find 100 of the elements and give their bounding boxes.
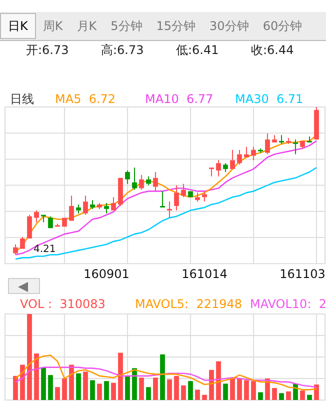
candlestick [216, 160, 221, 177]
bar [13, 376, 18, 400]
bar [223, 384, 228, 400]
bar [251, 381, 256, 400]
bar [160, 354, 165, 400]
candlestick [314, 106, 319, 140]
candlestick [104, 202, 109, 214]
bar [41, 367, 46, 400]
candlestick [181, 183, 186, 198]
bar [202, 394, 207, 400]
text: 60分钟 [262, 18, 304, 35]
bar [139, 378, 144, 400]
bar [34, 354, 39, 400]
candlestick [132, 167, 137, 190]
candlestick [202, 192, 207, 202]
bar [55, 387, 60, 400]
candlestick [41, 214, 46, 223]
candlestick [167, 201, 172, 218]
bar [174, 376, 179, 400]
candlestick [139, 174, 144, 190]
candlestick [55, 223, 60, 227]
candlestick [97, 202, 102, 210]
text: 15分钟 [155, 18, 197, 35]
bar [181, 385, 186, 400]
bar [265, 378, 270, 400]
text: MA10 6.77 [145, 92, 214, 106]
bar [69, 364, 74, 400]
text: MAVOL5: 221948 [135, 297, 242, 312]
candlestick [251, 146, 256, 161]
candlestick [279, 134, 284, 144]
text: MA30 6.71 [235, 92, 304, 106]
bar [167, 379, 172, 400]
bar [195, 390, 200, 400]
bar [125, 376, 130, 400]
text: MAVOL10: 2 [250, 297, 326, 312]
text: 低:6.41 [175, 42, 220, 59]
bar [146, 387, 151, 400]
candlestick [258, 148, 263, 154]
bar [48, 375, 53, 400]
bar [314, 384, 319, 400]
bar [300, 390, 305, 400]
bar [286, 391, 291, 400]
candlestick [83, 195, 88, 216]
candlestick [300, 140, 305, 149]
bar [90, 380, 95, 400]
bar [76, 373, 81, 400]
candlestick [90, 200, 95, 210]
bar [258, 392, 263, 400]
candlestick [111, 196, 116, 210]
bar [132, 368, 137, 400]
x-tick-label: 161014 [182, 266, 228, 281]
candlestick [118, 178, 123, 206]
candlestick [153, 172, 158, 192]
candlestick [160, 190, 165, 208]
bar [272, 388, 277, 400]
bar [244, 380, 249, 400]
candlestick [286, 138, 291, 144]
candlestick [293, 139, 298, 155]
text: 高:6.73 [100, 42, 145, 59]
bar [62, 378, 67, 400]
series-label: VOL : 310083 [20, 297, 106, 312]
candlestick [125, 170, 130, 184]
text: 5分钟 [110, 18, 144, 35]
bar [209, 370, 214, 400]
bar [111, 382, 116, 400]
legend-title: 日线 [10, 92, 34, 106]
candlestick [69, 195, 74, 221]
bar [153, 378, 158, 400]
candlestick [76, 204, 81, 214]
text: MA5 6.72 [55, 92, 116, 106]
candlestick [307, 136, 312, 142]
candlestick [237, 149, 242, 166]
candlestick [27, 214, 32, 238]
bar [216, 361, 221, 400]
bar [188, 381, 193, 400]
x-tick-label: 161103 [280, 266, 326, 281]
bar [230, 378, 235, 400]
bar [27, 314, 32, 400]
bar [237, 378, 242, 400]
annotation: 4.21 [34, 244, 56, 255]
text: 周K [42, 18, 64, 35]
candlestick [146, 176, 151, 186]
x-tick-label: 160901 [84, 266, 130, 281]
bar [307, 394, 312, 400]
candlestick [48, 216, 53, 228]
candlestick [209, 168, 214, 177]
candlestick [174, 184, 179, 211]
bar [83, 372, 88, 400]
candlestick [34, 210, 39, 223]
text: 收:6.44 [250, 42, 295, 59]
candlestick [272, 134, 277, 142]
bar [279, 393, 284, 400]
candlestick [230, 149, 235, 170]
text: 月K [76, 18, 98, 35]
bar [104, 381, 109, 400]
candlestick [20, 236, 25, 249]
bar [97, 384, 102, 400]
text: 30分钟 [208, 18, 250, 35]
candlestick [195, 192, 200, 202]
candlestick [223, 162, 228, 173]
